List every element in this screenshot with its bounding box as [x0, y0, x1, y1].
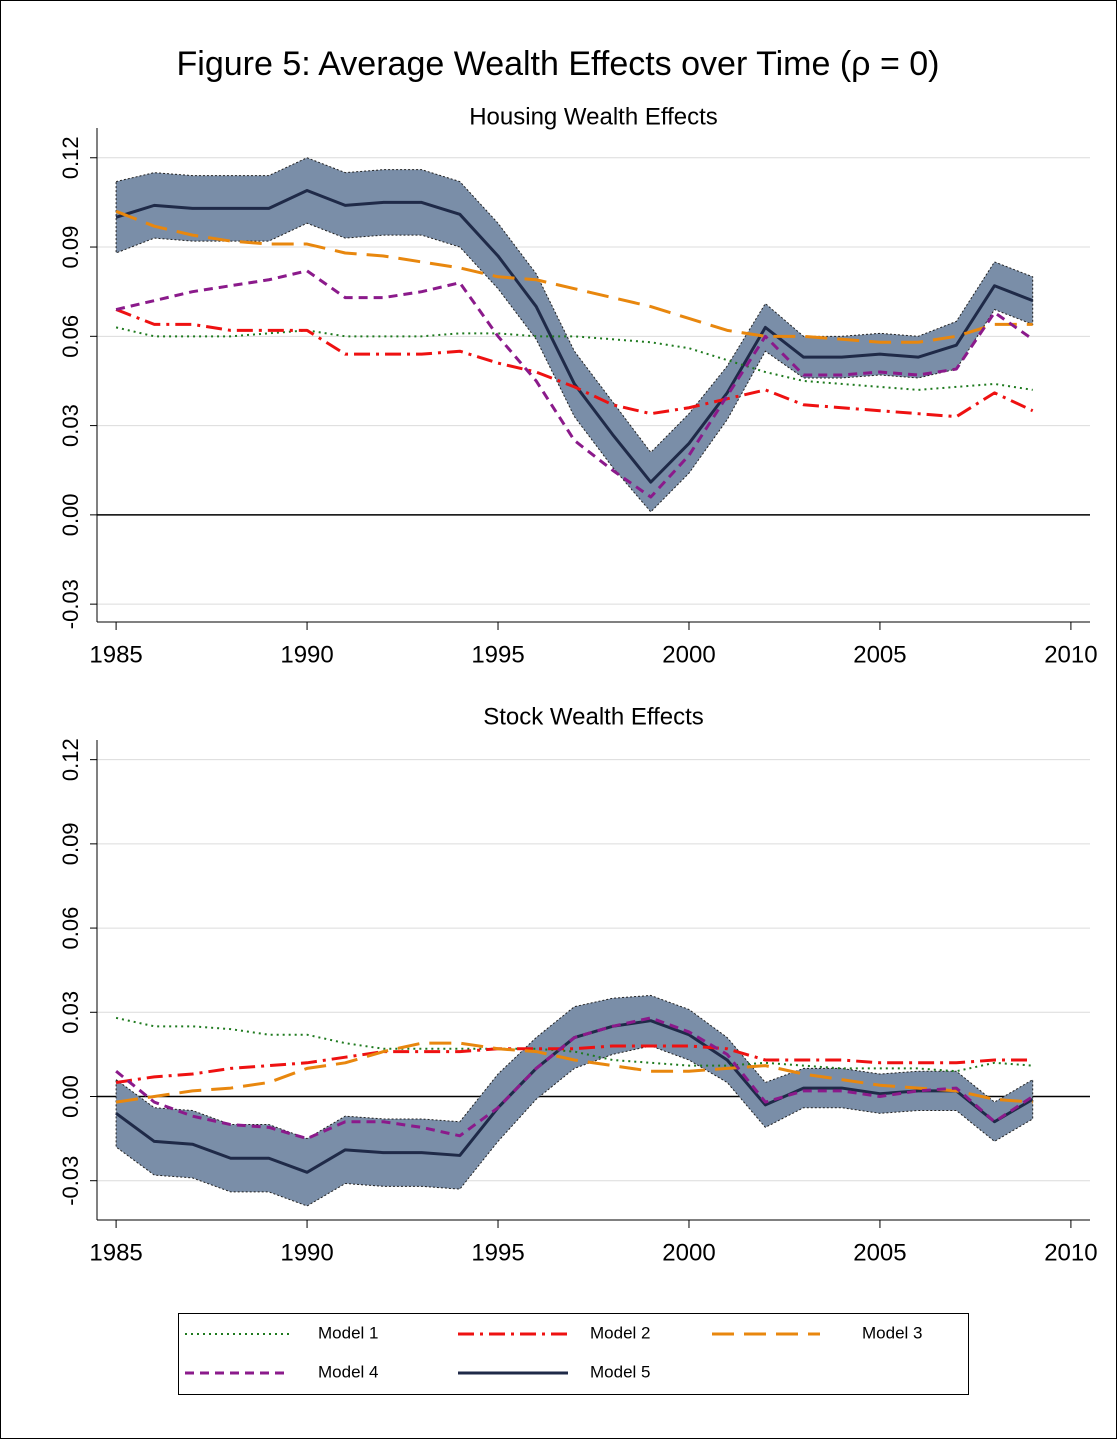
y-tick-label: 0.03: [58, 404, 83, 447]
legend-label: Model 1: [318, 1323, 378, 1342]
y-tick-label: 0.12: [58, 738, 83, 781]
x-tick-label: 1985: [89, 1239, 142, 1266]
series-line: [115, 1041, 1033, 1104]
series-line: [115, 1044, 1033, 1084]
figure-title: Figure 5: Average Wealth Effects over Ti…: [177, 45, 940, 83]
legend-label: Model 5: [590, 1362, 650, 1381]
y-tick-label: 0.06: [58, 907, 83, 950]
y-tick-label: 0.06: [58, 315, 83, 358]
series-line: [115, 1016, 1033, 1073]
series-line: [115, 188, 1034, 484]
x-tick-label: 2010: [1044, 1239, 1097, 1266]
series-line: [115, 1016, 1034, 1141]
x-tick-label: 2005: [853, 1239, 906, 1266]
x-tick-label: 1995: [471, 641, 524, 668]
y-tick-label: 0.09: [58, 226, 83, 269]
x-tick-label: 2005: [853, 641, 906, 668]
y-tick-label: 0.00: [58, 493, 83, 536]
panel-title: Stock Wealth Effects: [483, 703, 704, 730]
panel-title: Housing Wealth Effects: [469, 103, 718, 130]
legend-label: Model 4: [318, 1362, 378, 1381]
series-line: [115, 308, 1034, 419]
y-tick-label: 0.03: [58, 991, 83, 1034]
x-tick-label: 2010: [1044, 641, 1097, 668]
legend: [178, 1313, 969, 1395]
x-tick-label: 2000: [662, 641, 715, 668]
confidence-band: [115, 994, 1034, 1207]
x-tick-label: 1985: [89, 641, 142, 668]
series-line: [115, 209, 1033, 344]
x-tick-label: 1990: [280, 641, 333, 668]
y-tick-label: -0.03: [58, 1156, 83, 1206]
y-tick-label: 0.12: [58, 136, 83, 179]
legend-label: Model 2: [590, 1323, 650, 1342]
series-line: [115, 269, 1034, 499]
y-tick-label: 0.00: [58, 1075, 83, 1118]
legend-label: Model 3: [862, 1323, 922, 1342]
x-tick-label: 2000: [662, 1239, 715, 1266]
x-tick-label: 1990: [280, 1239, 333, 1266]
x-tick-label: 1995: [471, 1239, 524, 1266]
y-tick-label: 0.09: [58, 822, 83, 865]
y-tick-label: -0.03: [58, 579, 83, 629]
